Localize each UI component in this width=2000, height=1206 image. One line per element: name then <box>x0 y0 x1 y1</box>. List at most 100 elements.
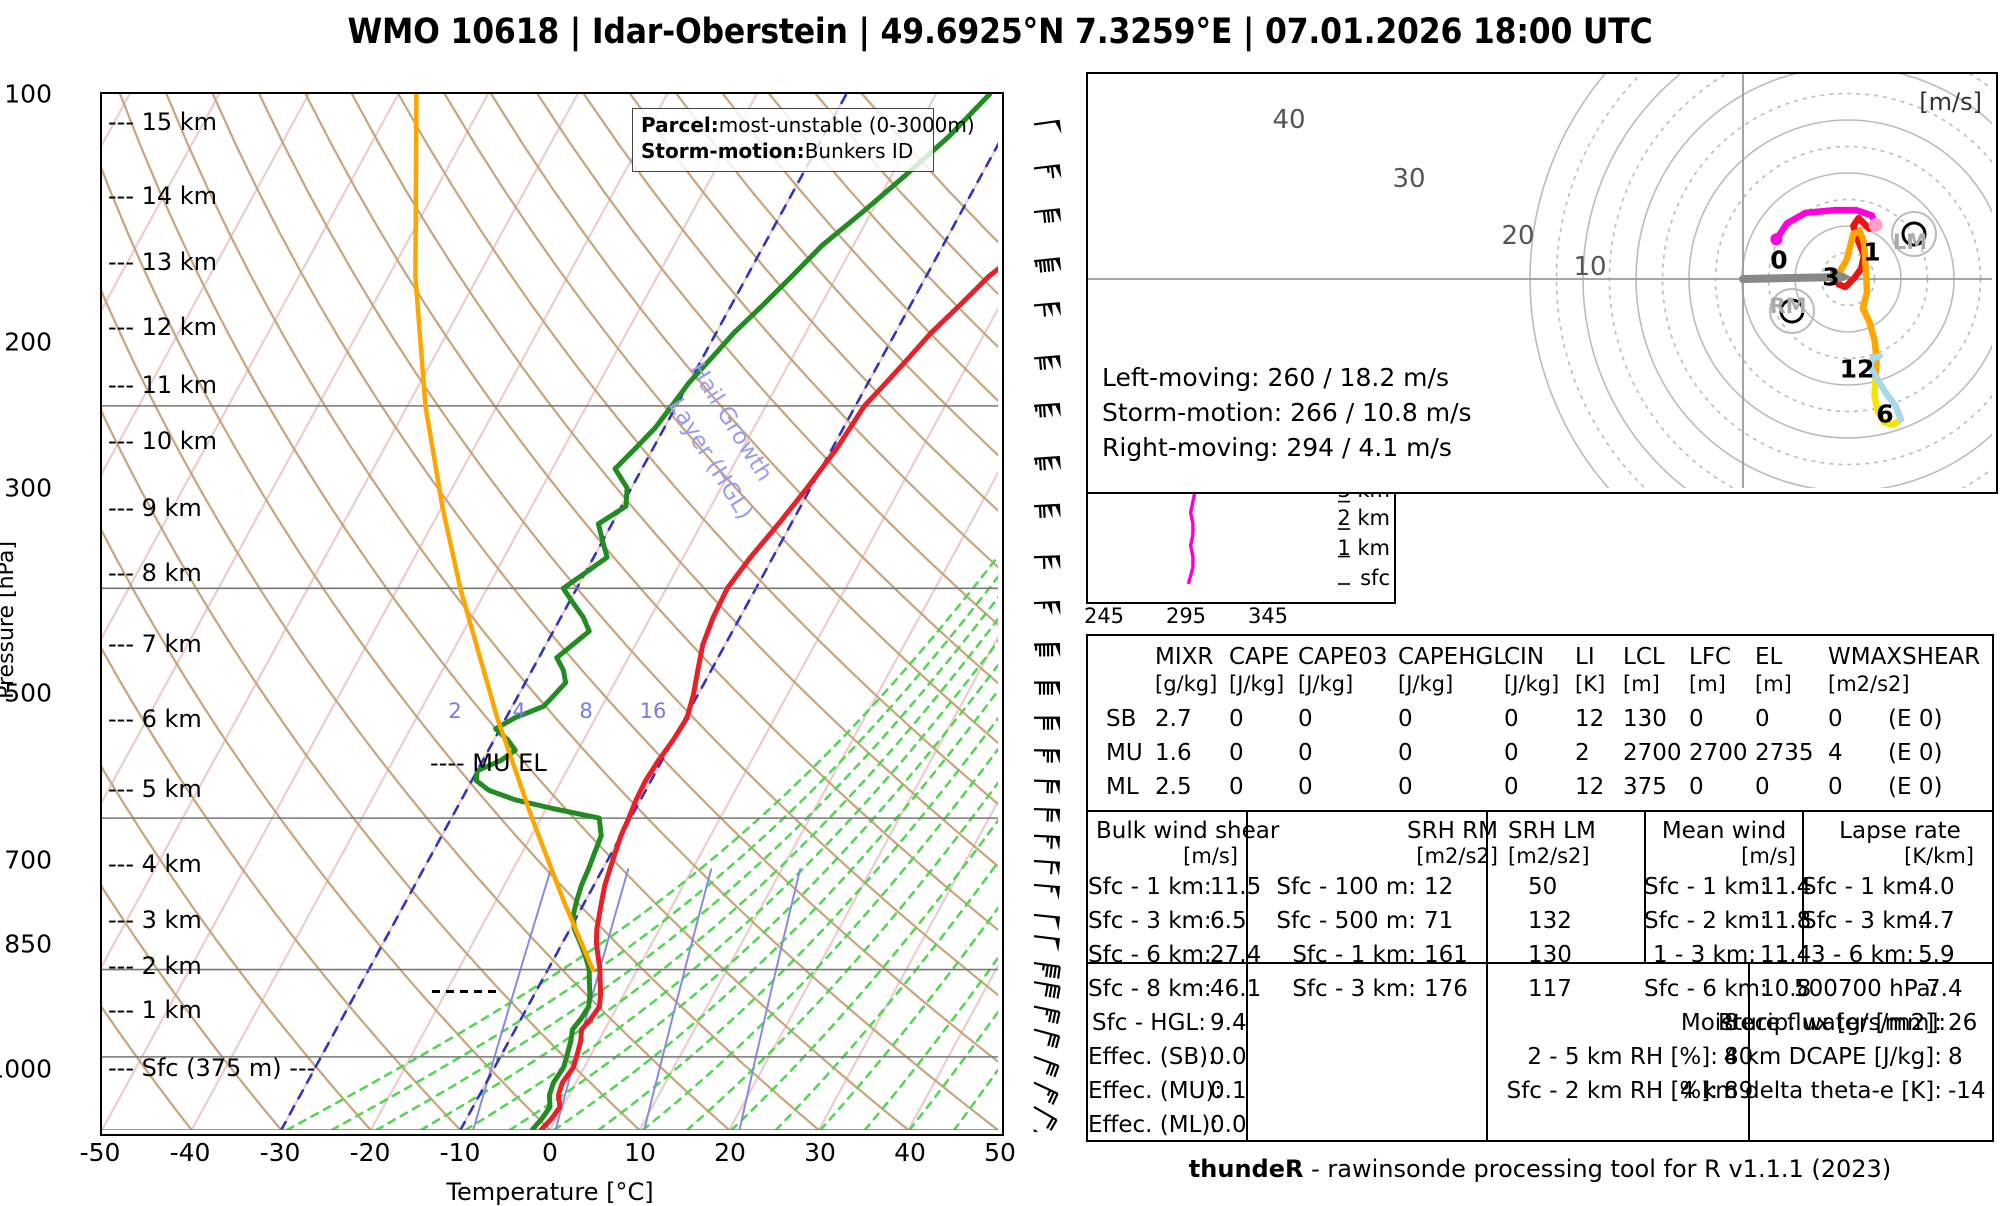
height-label: --- 7 km <box>108 630 202 658</box>
skewt-x-axis-title: Temperature [°C] <box>446 1178 653 1206</box>
mu-cin: 0 <box>1504 740 1519 766</box>
bulk-shear-value: 0.0 <box>1210 1044 1247 1070</box>
height-label: --- 14 km <box>108 182 217 210</box>
ml-capehgl: 0 <box>1398 774 1413 800</box>
sb-li: 12 <box>1575 706 1604 732</box>
sb-cape03: 0 <box>1298 706 1313 732</box>
mean-wind-unit: [m/s] <box>1644 844 1796 868</box>
lapse-rate-value: 5.9 <box>1918 942 1955 968</box>
mean-wind-title: Mean wind <box>1662 818 1786 844</box>
downdraft-label: Moisture flux [g/s/m2]: <box>1681 1010 1942 1036</box>
srh-lm-value: 132 <box>1528 908 1572 934</box>
moisture-label: 2 - 5 km RH [%]: <box>1527 1044 1718 1070</box>
legend-parcel-key: Parcel: <box>641 113 719 137</box>
ml-cape: 0 <box>1229 774 1244 800</box>
temperature-tick: -30 <box>260 1138 301 1167</box>
skewt-plot-area: --- 15 km --- 14 km --- 13 km --- 12 km … <box>100 92 1004 1136</box>
wind-barb-column <box>1000 92 1070 1132</box>
temperature-tick: -10 <box>440 1138 481 1167</box>
hodograph-unit-label: [m/s] <box>1919 88 1982 116</box>
thetae-height-label: sfc <box>1360 566 1390 590</box>
col-header-mixr: MIXR <box>1155 644 1213 670</box>
mu-cape03: 0 <box>1298 740 1313 766</box>
col-header-li: LI <box>1575 644 1595 670</box>
srh-rm-value: 176 <box>1424 976 1468 1002</box>
mu-lfc: 2700 <box>1689 740 1748 766</box>
ml-effective: (E 0) <box>1888 774 1942 800</box>
bulk-shear-value: 0.1 <box>1210 1078 1247 1104</box>
srh-label: Sfc - 3 km: <box>1250 976 1416 1002</box>
height-label: --- 10 km <box>108 427 217 455</box>
mu-cape: 0 <box>1229 740 1244 766</box>
srh-label: Sfc - 1 km: <box>1250 942 1416 968</box>
bulk-shear-label: Effec. (SB): <box>1088 1044 1206 1070</box>
col-header-cin: CIN <box>1504 644 1544 670</box>
lapse-rate-label: Sfc - 1 km: <box>1802 874 1914 900</box>
height-label: --- 12 km <box>108 313 217 341</box>
col-unit-lfc: [m] <box>1689 672 1726 696</box>
mu-mixr: 1.6 <box>1155 740 1192 766</box>
ml-li: 12 <box>1575 774 1604 800</box>
height-label: --- 15 km <box>108 108 217 136</box>
col-header-capehgl: CAPEHGL <box>1398 644 1506 670</box>
mixing-ratio-label: 16 <box>640 699 667 723</box>
footer-tool-desc: - rawinsonde processing tool for R v1.1.… <box>1303 1155 1891 1183</box>
mu-li: 2 <box>1575 740 1590 766</box>
ml-cin: 0 <box>1504 774 1519 800</box>
lapse-rate-value: 7.4 <box>1926 976 1963 1002</box>
col-unit-cin: [J/kg] <box>1504 672 1559 696</box>
lapse-rate-unit: [K/km] <box>1802 844 1974 868</box>
mu-el-label: ---- MU EL <box>430 749 547 777</box>
temperature-tick: 40 <box>894 1138 926 1167</box>
bulk-shear-label: Sfc - 6 km: <box>1088 942 1206 968</box>
mean-wind-label: Sfc - 6 km: <box>1644 976 1756 1002</box>
srh-rm-value: 71 <box>1424 908 1453 934</box>
row-label-mu: MU <box>1106 740 1143 766</box>
downdraft-value: 26 <box>1948 1010 1977 1036</box>
divider <box>1486 962 1488 1140</box>
row-label-ml: ML <box>1106 774 1139 800</box>
sb-effective: (E 0) <box>1888 706 1942 732</box>
legend-parcel-value: most-unstable (0-3000m) <box>719 113 975 137</box>
col-unit-el: [m] <box>1755 672 1792 696</box>
sb-lfc: 0 <box>1689 706 1704 732</box>
height-label: --- 6 km <box>108 705 202 733</box>
hodograph-storm-motion-info: Left-moving: 260 / 18.2 m/s Storm-motion… <box>1102 360 1472 465</box>
bulk-shear-label: Effec. (ML): <box>1088 1112 1206 1138</box>
ml-cape03: 0 <box>1298 774 1313 800</box>
thetae-height-label: 1 km <box>1337 536 1390 560</box>
bulk-shear-label: Effec. (MU): <box>1088 1078 1206 1104</box>
downdraft-value: 8 <box>1948 1044 1963 1070</box>
lapse-rate-value: 4.7 <box>1918 908 1955 934</box>
indices-tables: MIXR CAPE CAPE03 CAPEHGL CIN LI LCL LFC … <box>1086 634 1994 1142</box>
col-unit-wmaxshear: [m2/s2] <box>1828 672 1910 696</box>
hodograph-ring-label: 20 <box>1501 221 1534 251</box>
lapse-rate-label: Sfc - 3 km: <box>1802 908 1914 934</box>
srh-lm-value: 117 <box>1528 976 1572 1002</box>
mixing-ratio-label: 2 <box>448 699 461 723</box>
sb-lcl: 130 <box>1623 706 1667 732</box>
right-moving-text: Right-moving: 294 / 4.1 m/s <box>1102 430 1472 465</box>
hodograph-panel: [m/s] 40 30 20 10 0 1 3 12 6 LM RM Left-… <box>1086 72 1998 494</box>
col-header-lfc: LFC <box>1689 644 1731 670</box>
hodograph-ring-label: 30 <box>1392 164 1425 194</box>
hodograph-rm-label: RM <box>1769 294 1806 318</box>
mu-wmaxshear: 4 <box>1828 740 1843 766</box>
hodograph-height-marker: 12 <box>1840 355 1875 384</box>
col-unit-li: [K] <box>1575 672 1605 696</box>
height-label: --- 3 km <box>108 906 202 934</box>
bulk-shear-label: Sfc - 1 km: <box>1088 874 1206 900</box>
footer-credit: thundeR - rawinsonde processing tool for… <box>1086 1155 1994 1183</box>
sb-el: 0 <box>1755 706 1770 732</box>
srh-rm-unit: [m2/s2] <box>1338 844 1498 868</box>
mu-capehgl: 0 <box>1398 740 1413 766</box>
srh-lm-unit: [m2/s2] <box>1508 844 1590 868</box>
legend-storm-key: Storm-motion: <box>641 139 805 163</box>
hodograph-lm-label: LM <box>1893 230 1927 254</box>
sb-wmaxshear: 0 <box>1828 706 1843 732</box>
col-header-el: EL <box>1755 644 1782 670</box>
footer-tool-name: thundeR <box>1189 1155 1304 1183</box>
bulk-shear-label: Sfc - HGL: <box>1088 1010 1206 1036</box>
col-header-cape: CAPE <box>1229 644 1289 670</box>
hodograph-ring-label: 40 <box>1272 105 1305 135</box>
